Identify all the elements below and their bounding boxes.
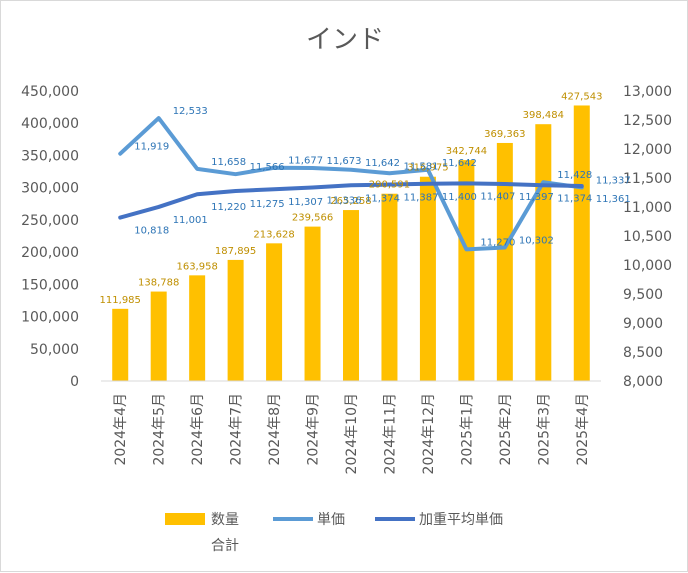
bar <box>151 292 167 381</box>
x-tick-label: 2025年1月 <box>459 393 475 466</box>
x-tick-label: 2025年3月 <box>536 393 552 466</box>
weighted-average-data-label: 11,387 <box>403 193 438 204</box>
unit-price-data-label: 11,919 <box>134 142 169 153</box>
chart-title: インド <box>306 25 384 55</box>
x-tick-label: 2025年4月 <box>575 393 591 466</box>
bar-data-label: 111,985 <box>100 295 141 306</box>
y-left-tick-label: 0 <box>70 374 79 390</box>
unit-price-data-label: 11,677 <box>288 156 323 167</box>
bar-data-label: 213,628 <box>253 229 294 240</box>
y-left-tick-label: 200,000 <box>21 245 79 261</box>
unit-price-data-label: 11,270 <box>480 237 515 248</box>
unit-price-data-label: 11,581 <box>403 161 438 172</box>
y-right-tick-label: 10,000 <box>623 258 672 274</box>
legend-label-quantity: 数量 <box>211 512 239 528</box>
bar <box>381 194 397 381</box>
x-tick-label: 2024年6月 <box>190 393 206 466</box>
bar <box>189 275 205 381</box>
y-right-tick-label: 9,000 <box>623 316 663 332</box>
x-tick-label: 2024年12月 <box>421 393 437 474</box>
x-tick-label: 2024年7月 <box>229 393 245 466</box>
y-left-tick-label: 250,000 <box>21 213 79 229</box>
y-left-tick-label: 300,000 <box>21 181 79 197</box>
bar-data-label: 290,591 <box>369 180 410 191</box>
x-tick-label: 2024年11月 <box>382 393 398 474</box>
y-right-tick-label: 8,500 <box>623 345 663 361</box>
y-left-tick-label: 350,000 <box>21 148 79 164</box>
bar-data-label: 163,958 <box>176 261 217 272</box>
bar-data-label: 239,566 <box>292 213 333 224</box>
legend-label-total: 合計 <box>211 538 239 554</box>
y-right-tick-label: 13,000 <box>623 84 672 100</box>
unit-price-data-label: 11,673 <box>327 156 362 167</box>
bar <box>535 124 551 381</box>
weighted-average-data-label: 11,361 <box>596 194 631 205</box>
bar <box>343 210 359 381</box>
x-tick-label: 2024年9月 <box>306 393 322 466</box>
weighted-average-data-label: 10,818 <box>134 226 169 237</box>
weighted-average-data-label: 11,275 <box>250 199 285 210</box>
weighted-average-data-label: 11,307 <box>288 197 323 208</box>
y-left-tick-label: 100,000 <box>21 310 79 326</box>
bar-data-label: 369,363 <box>484 129 525 140</box>
weighted-average-data-label: 11,336 <box>327 196 362 207</box>
x-tick-label: 2024年4月 <box>113 393 129 466</box>
bar-data-label: 187,895 <box>215 246 256 257</box>
unit-price-data-label: 11,337 <box>596 175 631 186</box>
bar <box>266 243 282 381</box>
legend-swatch-quantity <box>165 513 205 525</box>
unit-price-data-label: 12,533 <box>173 106 208 117</box>
unit-price-data-label: 10,302 <box>519 235 554 246</box>
y-left-tick-label: 50,000 <box>30 342 79 358</box>
y-right-tick-label: 8,000 <box>623 374 663 390</box>
unit-price-data-label: 11,642 <box>442 158 477 169</box>
unit-price-data-label: 11,566 <box>250 162 285 173</box>
bar <box>574 105 590 381</box>
legend-label-unit-price: 単価 <box>317 512 345 528</box>
bar-data-label: 398,484 <box>523 110 564 121</box>
bar-data-label: 427,543 <box>561 91 602 102</box>
weighted-average-data-label: 11,400 <box>442 192 477 203</box>
weighted-average-data-label: 11,001 <box>173 215 208 226</box>
weighted-average-data-label: 11,374 <box>557 193 592 204</box>
bar <box>112 309 128 381</box>
bar <box>497 143 513 381</box>
bar-data-label: 138,788 <box>138 278 179 289</box>
y-right-tick-label: 9,500 <box>623 287 663 303</box>
bar-data-label: 342,744 <box>446 146 487 157</box>
x-tick-label: 2025年2月 <box>498 393 514 466</box>
bar <box>228 260 244 381</box>
y-left-tick-label: 450,000 <box>21 84 79 100</box>
unit-price-data-label: 11,428 <box>557 170 592 181</box>
weighted-average-data-label: 11,397 <box>519 192 554 203</box>
x-tick-label: 2024年10月 <box>344 393 360 474</box>
unit-price-data-label: 11,658 <box>211 157 246 168</box>
y-right-tick-label: 12,500 <box>623 113 672 129</box>
y-right-tick-label: 10,500 <box>623 229 672 245</box>
x-tick-label: 2024年8月 <box>267 393 283 466</box>
weighted-average-data-label: 11,220 <box>211 202 246 213</box>
y-right-tick-label: 12,000 <box>623 142 672 158</box>
bar <box>420 177 436 381</box>
x-tick-label: 2024年5月 <box>152 393 168 466</box>
unit-price-data-label: 11,642 <box>365 158 400 169</box>
bar <box>305 227 321 381</box>
y-left-tick-label: 150,000 <box>21 277 79 293</box>
y-left-tick-label: 400,000 <box>21 116 79 132</box>
weighted-average-data-label: 11,374 <box>365 193 400 204</box>
weighted-average-data-label: 11,407 <box>480 191 515 202</box>
legend-label-weighted-average: 加重平均単価 <box>419 512 503 528</box>
